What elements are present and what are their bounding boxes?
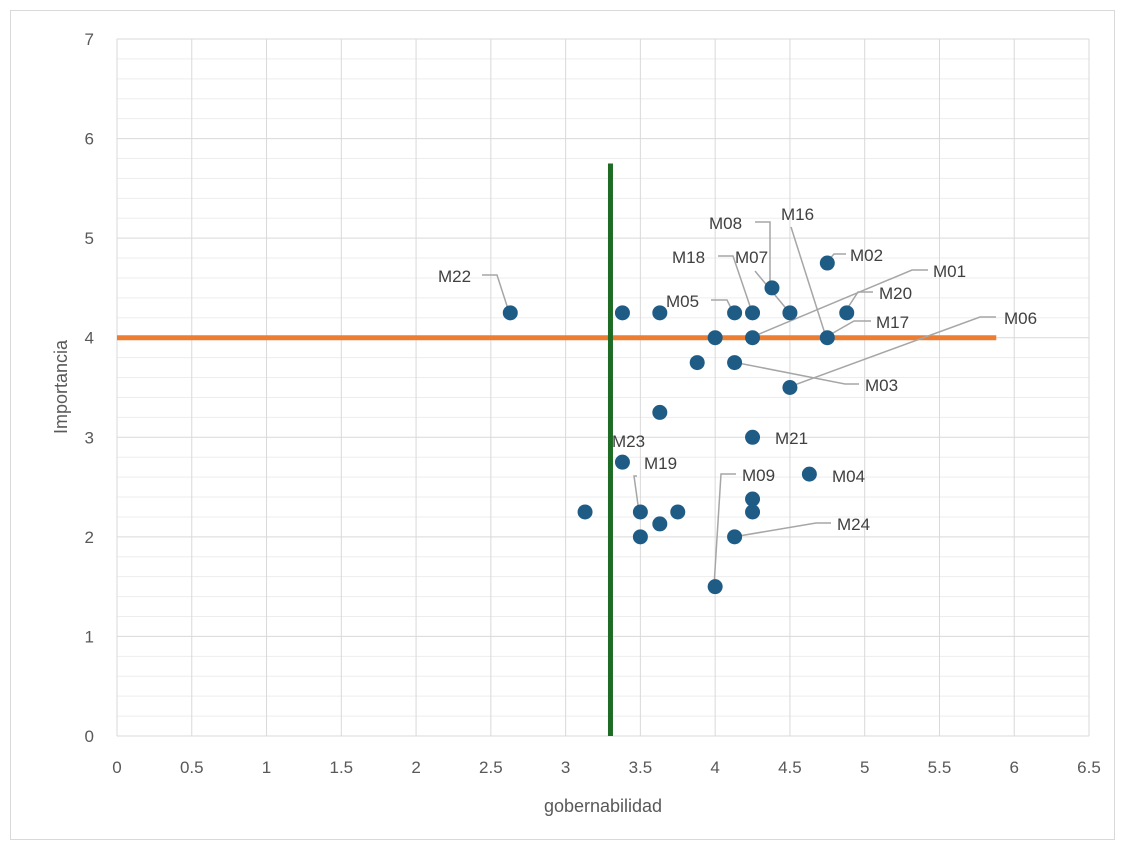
data-label: M21 xyxy=(775,429,808,448)
major-gridlines xyxy=(116,38,1090,737)
data-point xyxy=(745,491,761,507)
data-label: M03 xyxy=(865,376,898,395)
data-label: M05 xyxy=(666,292,699,311)
x-tick-label: 2 xyxy=(411,758,420,777)
x-tick-label: 2.5 xyxy=(479,758,503,777)
reference-lines xyxy=(117,163,997,736)
y-tick-label: 5 xyxy=(85,229,94,248)
y-tick-label: 4 xyxy=(85,329,94,348)
y-tick-label: 3 xyxy=(85,428,94,447)
label-leader-line xyxy=(788,316,996,388)
y-axis-title: Importancia xyxy=(51,339,71,434)
data-label: M22 xyxy=(438,267,471,286)
data-label: M18 xyxy=(672,248,705,267)
data-points xyxy=(502,255,855,595)
label-leader-line xyxy=(633,475,640,513)
data-label: M09 xyxy=(742,466,775,485)
data-point xyxy=(577,504,593,520)
data-point xyxy=(782,380,798,395)
data-label: M16 xyxy=(781,205,814,224)
x-tick-label: 0.5 xyxy=(180,758,204,777)
label-leader-line xyxy=(755,221,771,288)
y-tick-label: 7 xyxy=(85,30,94,49)
data-label: M19 xyxy=(644,454,677,473)
data-point xyxy=(745,305,761,321)
data-point xyxy=(764,280,780,296)
data-label: M23 xyxy=(612,432,645,451)
data-point xyxy=(819,255,835,271)
x-tick-label: 1.5 xyxy=(329,758,353,777)
y-axis-tick-labels: 0 1 2 3 4 5 6 7 xyxy=(85,30,94,746)
data-point xyxy=(502,305,518,321)
data-label: M01 xyxy=(933,262,966,281)
x-tick-label: 3.5 xyxy=(629,758,653,777)
y-tick-label: 1 xyxy=(85,627,94,646)
data-label: M08 xyxy=(709,214,742,233)
y-tick-label: 6 xyxy=(85,130,94,149)
data-point xyxy=(632,504,648,520)
x-tick-label: 6.5 xyxy=(1077,758,1101,777)
label-leader-line xyxy=(732,522,831,538)
label-leader-line xyxy=(751,269,928,338)
data-point xyxy=(670,504,686,520)
data-point xyxy=(727,529,743,545)
data-point xyxy=(632,529,648,545)
label-leader-lines xyxy=(482,221,996,587)
data-point xyxy=(707,579,723,595)
data-point xyxy=(614,454,630,470)
minor-gridlines xyxy=(117,58,1089,717)
data-point xyxy=(652,516,668,532)
data-point xyxy=(652,404,668,420)
x-tick-label: 4 xyxy=(710,758,719,777)
data-point xyxy=(745,429,761,445)
x-axis-title: gobernabilidad xyxy=(544,796,662,816)
data-point xyxy=(727,305,743,321)
label-leader-line xyxy=(790,226,827,338)
y-tick-label: 2 xyxy=(85,528,94,547)
label-leader-line xyxy=(713,473,736,587)
x-tick-label: 3 xyxy=(561,758,570,777)
data-point xyxy=(745,504,761,520)
x-tick-label: 6 xyxy=(1009,758,1018,777)
x-axis-tick-labels: 0 0.5 1 1.5 2 2.5 3 3.5 4 4.5 5 5.5 6 6.5 xyxy=(112,758,1101,777)
x-tick-label: 5.5 xyxy=(928,758,952,777)
label-leader-line xyxy=(825,320,871,338)
data-point xyxy=(819,330,835,346)
x-tick-label: 4.5 xyxy=(778,758,802,777)
x-tick-label: 1 xyxy=(262,758,271,777)
x-tick-label: 0 xyxy=(112,758,121,777)
data-point xyxy=(745,330,761,346)
data-label: M24 xyxy=(837,515,870,534)
x-tick-label: 5 xyxy=(860,758,869,777)
data-label: M07 xyxy=(735,248,768,267)
data-point xyxy=(839,305,855,321)
chart-area xyxy=(10,10,1115,840)
data-point xyxy=(707,330,723,346)
label-leader-line xyxy=(482,274,510,313)
data-label: M02 xyxy=(850,246,883,265)
data-point xyxy=(652,305,668,321)
data-label: M17 xyxy=(876,313,909,332)
label-leader-line xyxy=(732,361,859,385)
label-leader-line xyxy=(844,291,873,313)
data-point xyxy=(614,305,630,321)
data-label: M04 xyxy=(832,467,865,486)
label-leader-line xyxy=(718,255,753,313)
data-point xyxy=(727,355,743,371)
y-tick-label: 0 xyxy=(85,727,94,746)
data-point xyxy=(801,466,817,482)
data-label: M06 xyxy=(1004,309,1037,328)
data-point xyxy=(689,355,705,371)
data-label: M20 xyxy=(879,284,912,303)
data-point xyxy=(782,305,798,321)
